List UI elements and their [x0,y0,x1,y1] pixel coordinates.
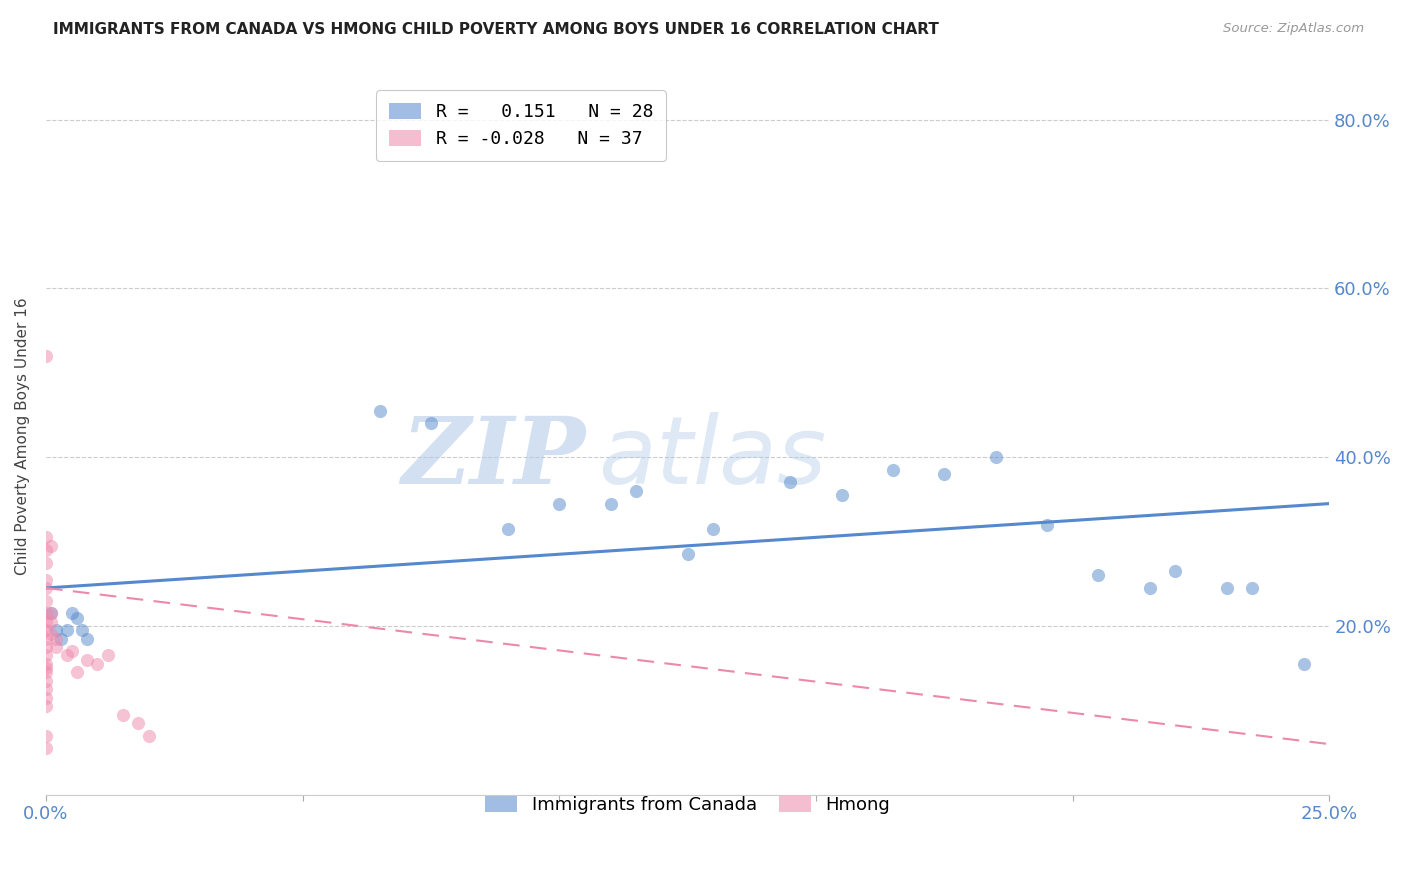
Immigrants from Canada [626,483,648,498]
Immigrants from Canada [548,497,571,511]
Immigrants from Canada [1087,568,1109,582]
Text: atlas: atlas [598,412,827,503]
Immigrants from Canada [934,467,956,481]
Hmong [35,623,58,637]
Text: ZIP: ZIP [401,413,585,502]
Hmong [86,657,108,671]
Hmong [35,543,58,558]
Text: Source: ZipAtlas.com: Source: ZipAtlas.com [1223,22,1364,36]
Immigrants from Canada [39,607,62,621]
Immigrants from Canada [1164,564,1187,578]
Hmong [66,665,89,680]
Hmong [35,741,58,756]
Immigrants from Canada [420,417,443,431]
Immigrants from Canada [1292,657,1315,671]
Immigrants from Canada [599,497,621,511]
Hmong [39,607,62,621]
Immigrants from Canada [882,463,904,477]
Immigrants from Canada [1241,581,1264,595]
Hmong [39,539,62,553]
Immigrants from Canada [831,488,853,502]
Hmong [76,653,98,667]
Hmong [39,627,62,641]
Hmong [35,682,58,697]
Immigrants from Canada [66,610,89,624]
Hmong [35,573,58,587]
Hmong [138,729,160,743]
Hmong [35,648,58,663]
Hmong [35,581,58,595]
Immigrants from Canada [1139,581,1161,595]
Hmong [35,607,58,621]
Hmong [35,593,58,607]
Hmong [97,648,120,663]
Hmong [35,640,58,654]
Hmong [35,615,58,629]
Hmong [111,707,134,722]
Immigrants from Canada [779,475,801,490]
Hmong [35,690,58,705]
Hmong [35,661,58,675]
Immigrants from Canada [55,623,77,637]
Hmong [35,530,58,544]
Hmong [35,556,58,570]
Hmong [35,657,58,671]
Hmong [60,644,83,658]
Text: IMMIGRANTS FROM CANADA VS HMONG CHILD POVERTY AMONG BOYS UNDER 16 CORRELATION CH: IMMIGRANTS FROM CANADA VS HMONG CHILD PO… [53,22,939,37]
Immigrants from Canada [984,450,1007,465]
Hmong [45,632,67,646]
Immigrants from Canada [70,623,93,637]
Hmong [127,716,149,731]
Immigrants from Canada [496,522,519,536]
Immigrants from Canada [1036,517,1059,532]
Hmong [39,615,62,629]
Legend: Immigrants from Canada, Hmong: Immigrants from Canada, Hmong [474,785,901,825]
Hmong [35,349,58,363]
Immigrants from Canada [702,522,724,536]
Hmong [35,665,58,680]
Immigrants from Canada [676,547,699,561]
Hmong [35,632,58,646]
Hmong [35,673,58,688]
Immigrants from Canada [368,404,391,418]
Hmong [35,729,58,743]
Hmong [35,699,58,714]
Y-axis label: Child Poverty Among Boys Under 16: Child Poverty Among Boys Under 16 [15,297,30,575]
Immigrants from Canada [51,632,73,646]
Immigrants from Canada [60,607,83,621]
Immigrants from Canada [76,632,98,646]
Immigrants from Canada [1215,581,1237,595]
Hmong [45,640,67,654]
Immigrants from Canada [45,623,67,637]
Hmong [55,648,77,663]
